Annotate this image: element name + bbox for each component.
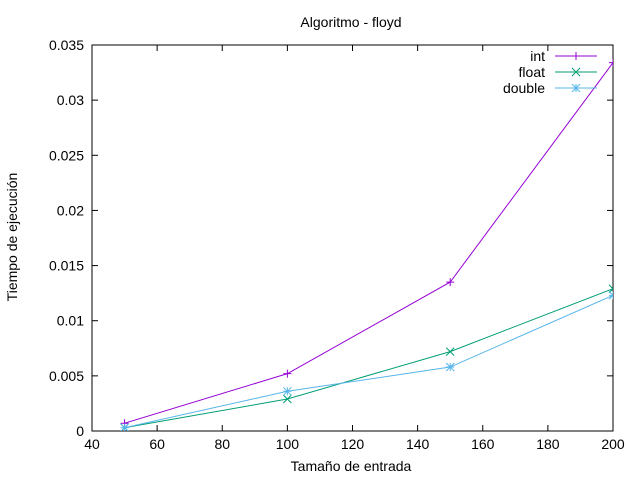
x-tick-label: 100 (276, 436, 300, 452)
series-line-float (124, 288, 613, 429)
series-layer (120, 58, 613, 431)
data-point-float (283, 394, 292, 404)
legend-label-double: double (503, 80, 545, 96)
legend-marker-float (571, 67, 581, 77)
data-point-int (283, 369, 292, 378)
y-tick-label: 0.035 (49, 37, 84, 53)
y-tick-label: 0.025 (49, 147, 84, 163)
y-tick-label: 0.03 (57, 92, 84, 108)
data-point-float (608, 284, 613, 294)
data-point-double (445, 362, 455, 372)
x-tick-label: 80 (214, 436, 230, 452)
y-tick-label: 0.02 (57, 202, 84, 218)
x-tick-label: 160 (471, 436, 495, 452)
y-axis-label: Tiempo de ejecución (4, 173, 20, 302)
y-axis-ticks: 0 0.005 0.01 0.015 0.02 0.025 0.03 0.035 (49, 37, 613, 439)
x-axis-label: Tamaño de entrada (291, 458, 412, 474)
y-tick-label: 0.015 (49, 258, 84, 274)
series-line-int (124, 62, 613, 424)
y-tick-label: 0 (76, 423, 84, 439)
data-point-int (446, 278, 455, 287)
y-tick-label: 0.005 (49, 368, 84, 384)
series-line-double (124, 294, 613, 429)
x-tick-label: 180 (536, 436, 560, 452)
x-tick-label: 140 (406, 436, 430, 452)
plot-area-border (91, 44, 614, 432)
y-tick-label: 0.01 (57, 313, 84, 329)
legend-marker-double (571, 83, 581, 93)
legend-marker-int (572, 52, 580, 60)
x-axis-ticks: 40 60 80 100 120 140 160 180 200 (84, 45, 625, 452)
x-tick-label: 60 (149, 436, 165, 452)
legend-label-int: int (530, 48, 545, 64)
legend-label-float: float (519, 64, 546, 80)
x-tick-label: 200 (601, 436, 625, 452)
data-point-float (445, 347, 455, 356)
chart-title: Algoritmo - floyd (300, 14, 401, 30)
data-point-int (609, 58, 613, 67)
data-point-double (608, 290, 613, 300)
x-tick-label: 40 (84, 436, 100, 452)
data-point-double (283, 386, 292, 396)
x-tick-label: 120 (341, 436, 365, 452)
data-point-double (120, 423, 129, 431)
